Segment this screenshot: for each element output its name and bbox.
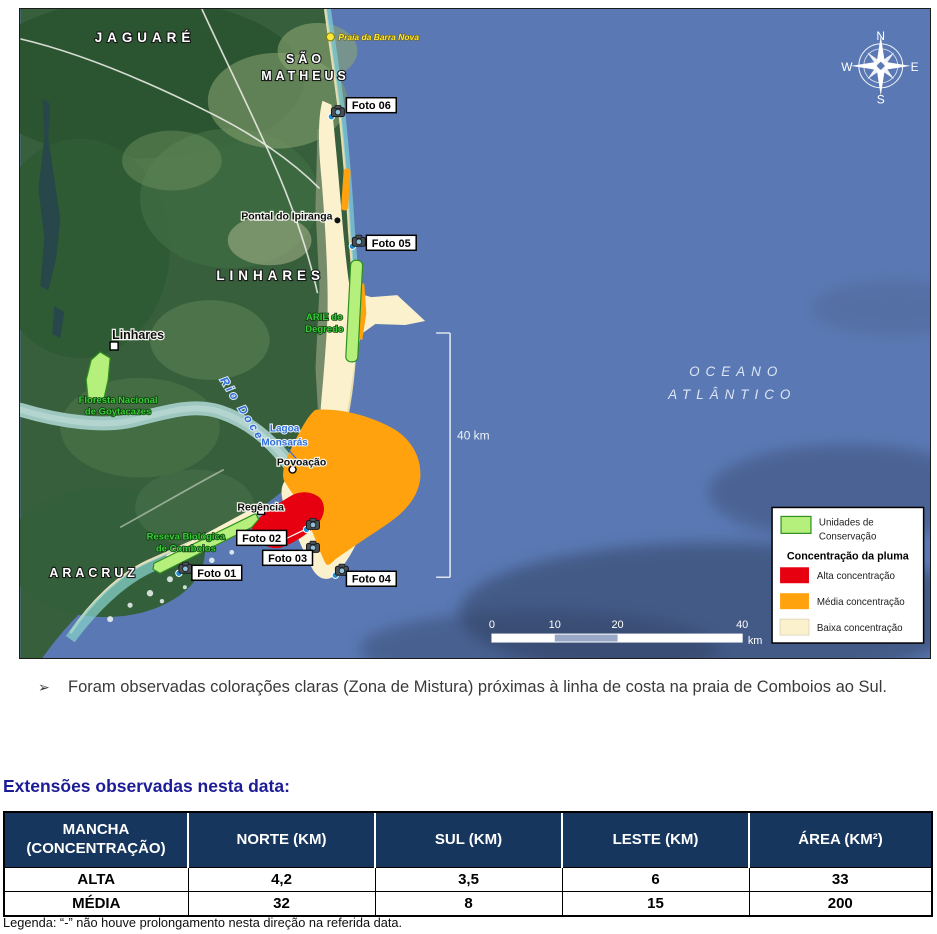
praia-barra-nova-marker bbox=[325, 32, 335, 42]
label-matheus: MATHEUS bbox=[261, 69, 350, 83]
label-oceano-1: OCEANO bbox=[689, 364, 783, 379]
label-lagoa-1: Lagoa bbox=[270, 424, 300, 435]
municipal-boundaries bbox=[20, 9, 321, 529]
label-arie-1: ARIE do bbox=[306, 312, 343, 323]
land-texture bbox=[20, 9, 358, 618]
svg-text:10: 10 bbox=[549, 619, 561, 631]
bracket-label: 40 km bbox=[457, 429, 490, 443]
cell-media-area: 200 bbox=[748, 891, 931, 915]
cell-alta-area: 33 bbox=[748, 867, 931, 892]
table-row-media: MÉDIA 32 8 15 200 bbox=[5, 891, 931, 915]
svg-text:Foto 01: Foto 01 bbox=[197, 568, 236, 580]
photo-markers: Foto 01 Foto 02 Foto 03 Foto 04 Foto 05 … bbox=[175, 96, 417, 587]
col-header-sul: SUL (KM) bbox=[374, 813, 562, 868]
label-aracruz: ARACRUZ bbox=[49, 566, 138, 580]
legend-swatch-conservation bbox=[780, 515, 812, 534]
legend-swatch-baixa bbox=[779, 618, 810, 636]
label-pontal: Pontal do Ipiranga bbox=[241, 211, 332, 222]
row-label-media: MÉDIA bbox=[5, 891, 188, 915]
col-header-area: ÁREA (KM²) bbox=[748, 813, 931, 868]
section-heading: Extensões observadas nesta data: bbox=[3, 776, 290, 796]
svg-text:E: E bbox=[911, 60, 919, 74]
svg-text:km: km bbox=[748, 635, 763, 647]
label-praia-barra-nova: Praia da Barra Nova bbox=[338, 32, 419, 42]
svg-text:40: 40 bbox=[736, 619, 748, 631]
foto-label-06: Foto 06 bbox=[345, 96, 397, 114]
conservation-units bbox=[85, 259, 364, 574]
svg-text:Foto 06: Foto 06 bbox=[352, 100, 391, 112]
svg-text:S: S bbox=[877, 93, 885, 107]
row-label-alta: ALTA bbox=[5, 867, 188, 892]
col-header-mancha: MANCHA (CONCENTRAÇÃO) bbox=[5, 813, 188, 868]
col-header-norte: NORTE (KM) bbox=[187, 813, 375, 868]
cell-media-sul: 8 bbox=[374, 891, 562, 915]
foto-label-03: Foto 03 bbox=[261, 549, 314, 567]
svg-text:Foto 02: Foto 02 bbox=[242, 533, 281, 545]
table-header-row: MANCHA (CONCENTRAÇÃO) NORTE (KM) SUL (KM… bbox=[5, 813, 931, 868]
label-comboios-2: de Comboios bbox=[156, 543, 216, 554]
legend-swatch-alta bbox=[780, 567, 809, 584]
svg-text:Foto 04: Foto 04 bbox=[352, 574, 392, 586]
foto-label-05: Foto 05 bbox=[365, 234, 417, 252]
label-arie-2: Degredo bbox=[305, 324, 344, 335]
svg-text:Foto 05: Foto 05 bbox=[372, 238, 411, 250]
svg-text:Conservação: Conservação bbox=[819, 531, 877, 542]
label-oceano-2: ATLÂNTICO bbox=[667, 387, 796, 402]
cell-alta-norte: 4,2 bbox=[187, 867, 375, 892]
table-footnote: Legenda: “-” não houve prolongamento nes… bbox=[3, 915, 403, 930]
label-linhares-town: Linhares bbox=[112, 328, 164, 342]
regencia-marker bbox=[256, 506, 266, 516]
svg-text:Concentração da pluma: Concentração da pluma bbox=[787, 550, 910, 562]
cell-alta-leste: 6 bbox=[561, 867, 749, 892]
foto-label-04: Foto 04 bbox=[345, 570, 397, 587]
lagoa-pointer bbox=[287, 448, 300, 463]
foto-label-01: Foto 01 bbox=[191, 564, 243, 581]
label-linhares-mun: LINHARES bbox=[216, 268, 325, 283]
svg-text:Alta concentração: Alta concentração bbox=[817, 571, 896, 582]
linhares-marker bbox=[109, 341, 119, 351]
map-legend: Unidades de Conservação Concentração da … bbox=[771, 506, 925, 644]
foto-label-02: Foto 02 bbox=[235, 529, 288, 547]
observation-text: Foram observadas colorações claras (Zona… bbox=[68, 678, 887, 696]
map-figure: 40 km Foto 01 Foto 02 Foto 03 bbox=[19, 8, 931, 659]
svg-text:20: 20 bbox=[611, 619, 623, 631]
map-svg: 40 km Foto 01 Foto 02 Foto 03 bbox=[20, 9, 930, 658]
povoacao-marker bbox=[288, 465, 297, 474]
label-regencia: Regência bbox=[237, 502, 284, 513]
cell-alta-sul: 3,5 bbox=[374, 867, 562, 892]
svg-text:0: 0 bbox=[489, 619, 495, 631]
label-lagoa-2: Monsarás bbox=[261, 438, 308, 449]
lagoon-small bbox=[52, 306, 65, 338]
observation-note: ➢ Foram observadas colorações claras (Zo… bbox=[38, 672, 922, 702]
pontal-marker bbox=[334, 217, 341, 224]
svg-text:Média concentração: Média concentração bbox=[817, 597, 905, 608]
bullet-arrow-icon: ➢ bbox=[38, 679, 50, 695]
svg-text:W: W bbox=[841, 60, 853, 74]
svg-text:N: N bbox=[876, 29, 885, 43]
lagoon bbox=[38, 98, 61, 291]
svg-text:Foto 03: Foto 03 bbox=[268, 553, 307, 565]
col-header-leste: LESTE (KM) bbox=[561, 813, 749, 868]
cell-media-leste: 15 bbox=[561, 891, 749, 915]
label-comboios-1: Reseva Biológica bbox=[147, 531, 226, 542]
compass-rose-icon: N S W E bbox=[841, 29, 918, 107]
label-povoacao: Povoação bbox=[277, 458, 326, 469]
label-jaguare: JAGUARÉ bbox=[95, 30, 196, 45]
label-sao: SÃO bbox=[286, 51, 325, 66]
legend-swatch-media bbox=[780, 593, 809, 610]
svg-text:Unidades de: Unidades de bbox=[819, 517, 874, 528]
bracket-40km bbox=[436, 332, 451, 579]
table-row-alta: ALTA 4,2 3,5 6 33 bbox=[5, 867, 931, 892]
label-flona-1: Floresta Nacional bbox=[79, 395, 158, 406]
extents-table: MANCHA (CONCENTRAÇÃO) NORTE (KM) SUL (KM… bbox=[3, 811, 933, 917]
scale-bar: 0 10 20 40 km bbox=[489, 619, 763, 647]
svg-text:Baixa concentração: Baixa concentração bbox=[817, 623, 903, 634]
cell-media-norte: 32 bbox=[187, 891, 375, 915]
label-flona-2: de Goytacazes bbox=[85, 407, 151, 418]
